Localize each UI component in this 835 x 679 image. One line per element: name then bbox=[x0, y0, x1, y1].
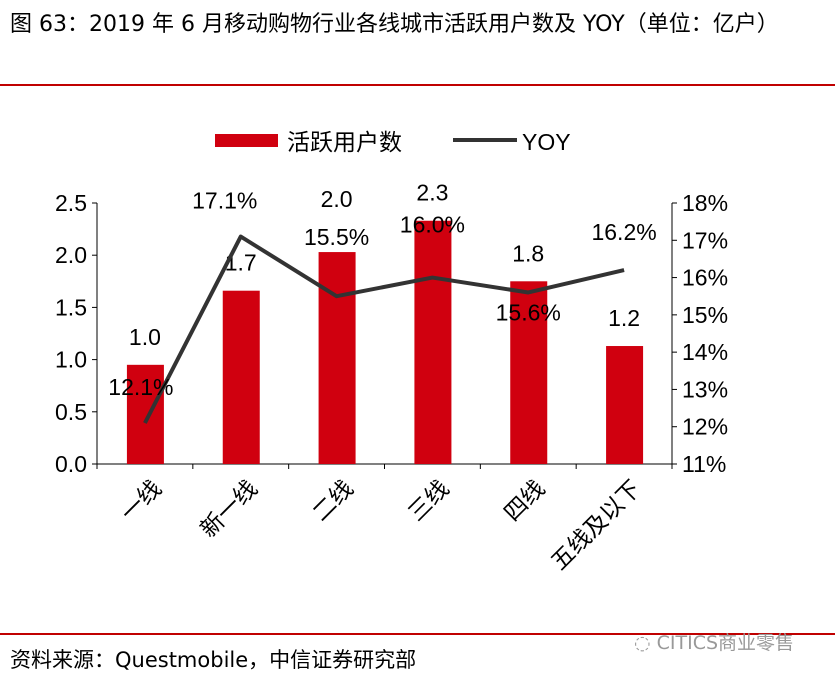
right-tick-label: 16% bbox=[682, 265, 728, 291]
yoy-data-label: 12.1% bbox=[108, 374, 173, 400]
left-tick-label: 0.5 bbox=[55, 399, 87, 425]
bar bbox=[510, 281, 548, 464]
footer-rule bbox=[0, 633, 835, 635]
left-tick-label: 0.0 bbox=[55, 451, 87, 477]
bar bbox=[126, 364, 164, 464]
title-rule bbox=[0, 84, 835, 86]
yoy-line bbox=[143, 234, 625, 424]
legend-swatch-bar bbox=[215, 134, 278, 147]
x-tick-label: 一线 bbox=[115, 475, 166, 526]
figure-title: 图 63：2019 年 6 月移动购物行业各线城市活跃用户数及 YOY（单位：亿… bbox=[10, 12, 779, 37]
yoy-data-label: 15.5% bbox=[304, 224, 369, 250]
watermark-text: CITICS商业零售 bbox=[656, 632, 795, 654]
yoy-data-label: 16.0% bbox=[400, 212, 465, 238]
right-tick-label: 14% bbox=[682, 339, 728, 365]
x-tick-label: 新一线 bbox=[195, 475, 262, 542]
bar-data-label: 2.3 bbox=[416, 180, 448, 206]
source-note: 资料来源：Questmobile，中信证券研究部 bbox=[10, 648, 417, 672]
yoy-data-label: 15.6% bbox=[496, 299, 561, 325]
bar bbox=[414, 220, 452, 464]
legend-label-bar: 活跃用户数 bbox=[287, 129, 402, 155]
x-tick-label: 五线及以下 bbox=[546, 475, 646, 575]
bar-data-label: 2.0 bbox=[321, 186, 353, 212]
right-tick-label: 17% bbox=[682, 227, 728, 253]
wechat-icon: ◌ bbox=[634, 632, 657, 654]
right-tick-label: 11% bbox=[682, 451, 726, 477]
left-tick-label: 1.5 bbox=[55, 294, 87, 320]
left-tick-label: 2.5 bbox=[55, 190, 87, 216]
right-tick-label: 15% bbox=[682, 302, 728, 328]
watermark: ◌ CITICS商业零售 bbox=[634, 628, 794, 655]
bar-data-label: 1.8 bbox=[512, 240, 544, 266]
bar-data-label: 1.2 bbox=[608, 305, 640, 331]
left-tick-label: 2.0 bbox=[55, 242, 87, 268]
right-tick-label: 18% bbox=[682, 190, 728, 216]
right-tick-label: 13% bbox=[682, 376, 728, 402]
legend-label-line: YOY bbox=[522, 129, 571, 155]
x-tick-label: 三线 bbox=[403, 475, 454, 526]
yoy-data-label: 17.1% bbox=[192, 188, 257, 214]
right-tick-label: 12% bbox=[682, 414, 728, 440]
x-tick-label: 二线 bbox=[307, 475, 358, 526]
bar-data-label: 1.0 bbox=[129, 324, 161, 350]
bar bbox=[606, 346, 644, 464]
yoy-data-label: 16.2% bbox=[591, 219, 656, 245]
bar bbox=[318, 252, 356, 464]
left-tick-label: 1.0 bbox=[55, 347, 87, 373]
x-tick-label: 四线 bbox=[499, 475, 550, 526]
bar bbox=[222, 290, 260, 464]
